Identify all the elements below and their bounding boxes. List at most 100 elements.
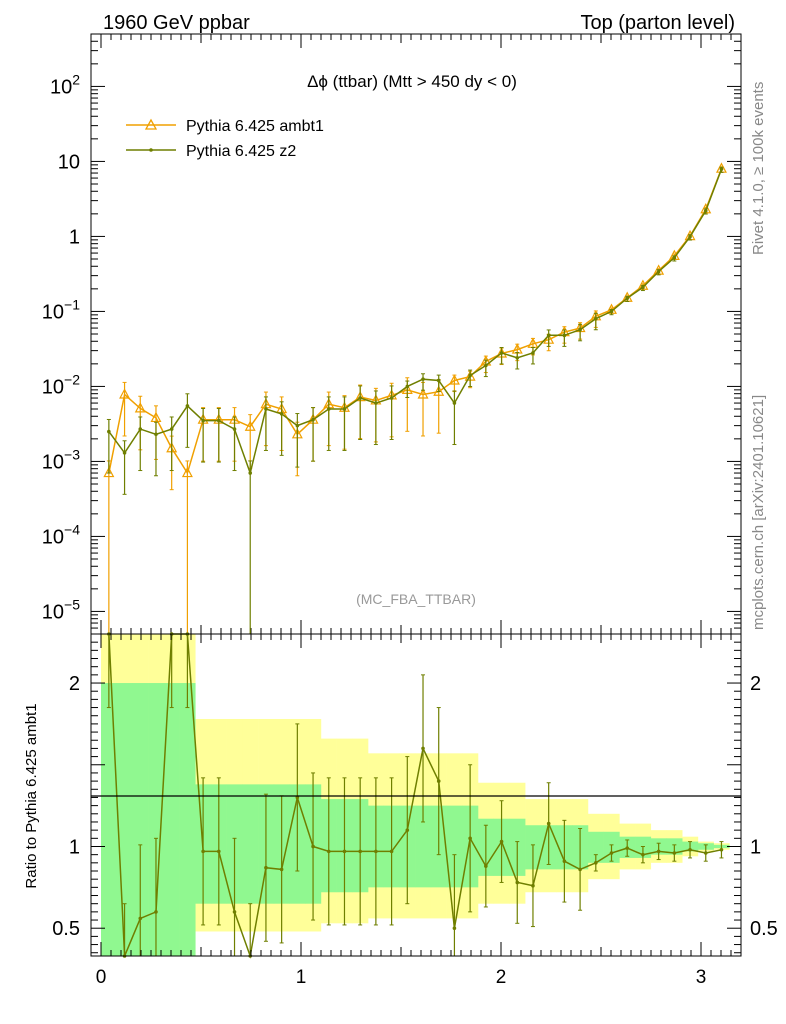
data-point	[484, 363, 488, 368]
ratio-point	[672, 851, 677, 855]
ratio-point	[436, 779, 441, 783]
series-line	[108, 168, 723, 476]
legend: Pythia 6.425 ambt1 Pythia 6.425 z2	[126, 118, 324, 160]
ratio-tick-label-right: 2	[750, 673, 761, 695]
ratio-band-green	[415, 805, 432, 888]
ratio-tick-label-right: 0.5	[750, 918, 778, 940]
ratio-point	[374, 849, 378, 854]
series-0	[103, 162, 727, 635]
ratio-point	[358, 849, 362, 854]
ratio-point	[342, 849, 347, 854]
main-series	[103, 162, 727, 635]
data-point	[264, 407, 268, 411]
data-point	[150, 411, 162, 423]
data-point	[656, 269, 661, 274]
ratio-band-green	[163, 683, 180, 956]
data-point	[107, 429, 111, 434]
data-point	[201, 418, 205, 423]
data-point	[578, 327, 582, 332]
ratio-point	[703, 851, 708, 855]
ratio-point	[641, 852, 645, 857]
data-point	[244, 420, 256, 431]
ratio-tick-label: 1	[69, 836, 80, 858]
data-point	[452, 401, 457, 405]
data-point	[703, 208, 708, 213]
ratio-point	[531, 883, 535, 888]
data-point	[119, 388, 131, 399]
header-right: Top (parton level)	[580, 12, 735, 34]
y-tick-base: 10	[42, 451, 64, 473]
ratio-tick-label: 0.5	[52, 918, 80, 940]
ratio-band-green	[446, 805, 463, 888]
ratio-point	[154, 910, 158, 914]
data-point	[405, 384, 410, 389]
ratio-point	[311, 844, 315, 849]
data-point	[154, 432, 158, 437]
y-tick-label: 102	[50, 71, 80, 98]
data-point	[719, 167, 724, 171]
rivet-label: Rivet 4.1.0, ≥ 100k events	[750, 82, 767, 255]
ratio-point	[719, 847, 724, 852]
y-tick-exp: −3	[64, 446, 80, 462]
ratio-point	[578, 867, 582, 872]
series-1	[106, 166, 724, 635]
data-point	[311, 417, 315, 422]
data-point	[436, 378, 441, 383]
data-point	[688, 234, 692, 239]
y-tick-exp: 2	[72, 71, 80, 87]
ratio-point	[625, 846, 630, 850]
y-tick-label: 10−4	[42, 521, 80, 548]
data-point	[468, 373, 472, 378]
y-tick-exp: −4	[64, 521, 80, 537]
legend-label-ambt1: Pythia 6.425 ambt1	[186, 118, 324, 135]
y-tick-exp: −1	[64, 296, 80, 312]
y-tick-label: 1	[69, 226, 80, 248]
ratio-bands	[101, 634, 730, 956]
data-point	[169, 427, 174, 431]
ratio-point	[688, 847, 692, 852]
analysis-label: (MC_FBA_TTBAR)	[356, 591, 476, 607]
y-tick-base: 10	[50, 76, 72, 98]
data-point	[326, 407, 331, 411]
data-point	[295, 423, 300, 428]
ratio-point	[264, 865, 268, 870]
y-tick-label: 10−5	[42, 596, 80, 623]
ratio-frame	[90, 633, 742, 957]
x-tick-label: 2	[496, 967, 507, 988]
data-point	[417, 388, 429, 399]
data-point	[279, 412, 284, 416]
data-point	[358, 396, 362, 400]
ratio-band-green	[148, 683, 165, 956]
data-point	[499, 351, 504, 355]
data-point	[374, 401, 378, 405]
legend-marker-z2	[149, 148, 153, 152]
x-tick-label: 0	[96, 967, 107, 988]
data-point	[531, 351, 535, 355]
x-tick-label: 1	[296, 967, 307, 988]
y-tick-base: 10	[42, 376, 64, 398]
ratio-point	[499, 839, 504, 844]
ratio-ylabel: Ratio to Pythia 6.425 ambt1	[23, 703, 40, 888]
ratio-point	[452, 926, 457, 931]
ratio-point	[279, 867, 284, 872]
y-tick-label: 10−2	[42, 371, 80, 398]
ratio-line	[108, 633, 722, 959]
legend-entry-ambt1: Pythia 6.425 ambt1	[126, 118, 324, 135]
ratio-band-green	[179, 683, 196, 956]
ratio-band-green	[242, 784, 259, 904]
data-point	[232, 427, 237, 431]
ratio-point	[201, 849, 205, 854]
ratio-tick-label: 2	[69, 673, 80, 695]
ratio-point	[421, 746, 425, 751]
ratio-point	[562, 859, 567, 863]
data-point	[248, 471, 253, 475]
data-point	[515, 356, 520, 360]
ratio-point	[138, 916, 143, 921]
x-tick-labels: 0 1 2 3	[96, 967, 707, 988]
ratio-point	[656, 849, 661, 854]
ratio-series	[106, 632, 724, 959]
y-tick-base: 10	[42, 601, 64, 623]
data-point	[562, 333, 567, 338]
